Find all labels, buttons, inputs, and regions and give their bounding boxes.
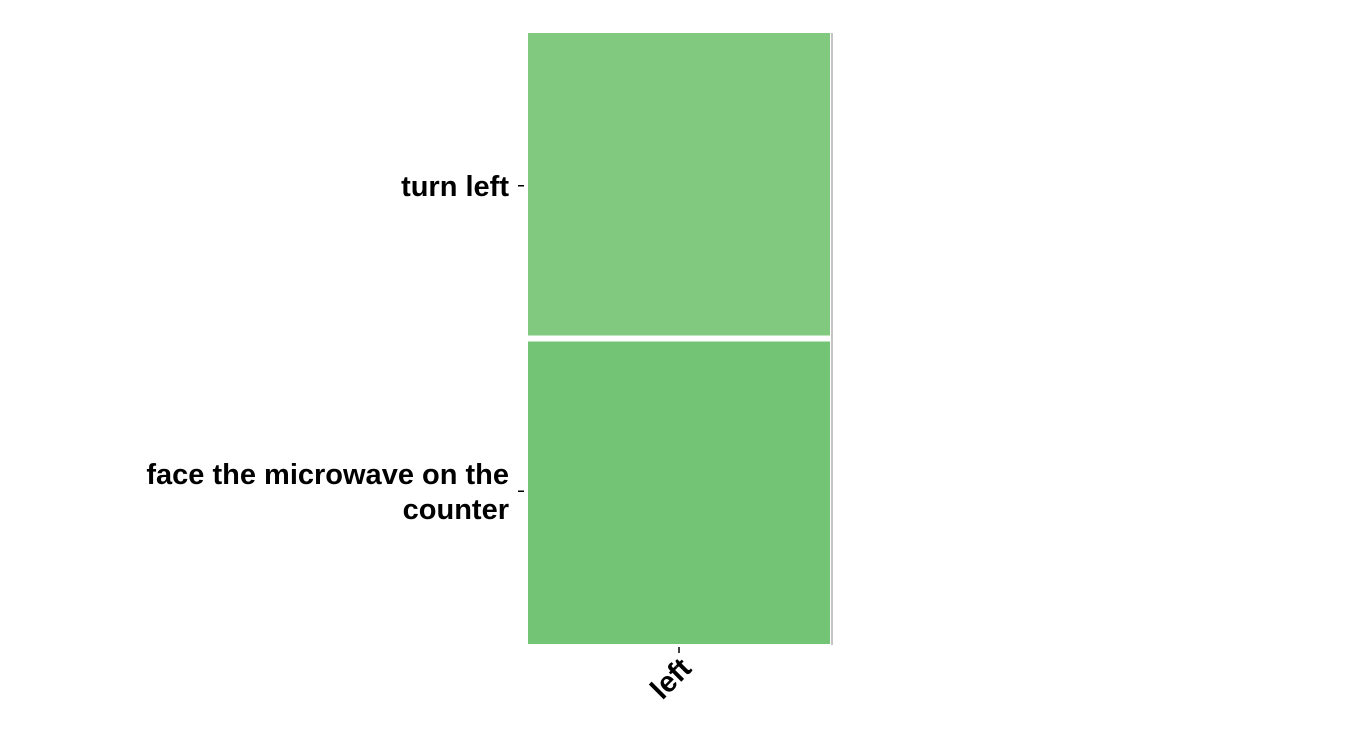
y-tick-label-1: turn left [401, 171, 509, 203]
x-tick-label-1: left [645, 652, 699, 706]
heatmap-cell-1 [528, 33, 830, 336]
x-axis-ticks: left [645, 647, 699, 706]
y-axis-ticks: turn left face the microwave on the counte… [146, 171, 524, 526]
heatmap-cell-2 [528, 341, 830, 644]
y-tick-label-2: face the microwave on the counter [146, 459, 509, 526]
heatmap-cells [528, 33, 830, 644]
